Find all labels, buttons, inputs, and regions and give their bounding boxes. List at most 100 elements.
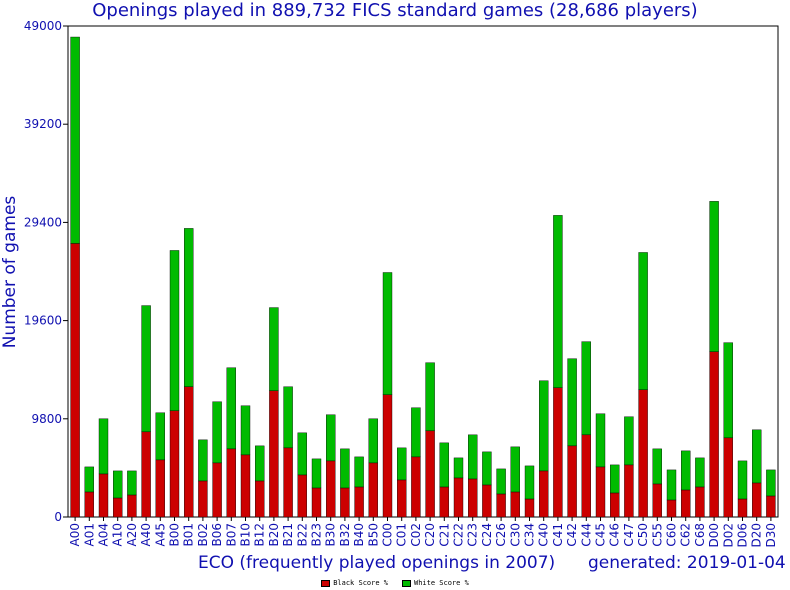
bar-white-score [212,401,222,464]
x-tick-label: A20 [125,523,139,546]
bar-black-score [382,394,393,518]
x-tick-label: C45 [594,523,608,547]
bar-black-score [269,390,279,518]
bar-white-score [439,442,449,488]
bar-white-score [425,362,435,432]
bar-white-score [254,445,265,482]
bar-white-score [240,405,251,456]
bar-white-score [382,272,393,395]
bar-black-score [183,386,194,518]
bar-black-score [70,243,80,518]
bar-white-score [610,464,620,494]
bar-black-score [425,430,435,518]
x-tick-label: B00 [168,523,182,547]
bar-black-score [297,474,307,518]
bar-black-score [595,466,606,518]
bar-black-score [411,456,421,518]
x-tick-label: D06 [736,523,750,548]
bar-black-score [610,492,620,518]
bar-black-score [652,483,662,518]
x-tick-label: B32 [338,523,352,547]
bar-white-score [70,36,80,244]
x-tick-label: B22 [295,523,309,547]
bar-white-score [198,439,208,482]
x-tick-label: A40 [139,523,153,546]
bar-white-score [453,457,464,479]
bar-white-score [468,434,478,480]
bar-white-score [681,450,691,491]
bar-white-score [567,358,577,447]
bar-black-score [524,498,535,518]
bar-black-score [84,491,95,518]
bar-white-score [183,228,194,387]
x-tick-label: B21 [281,523,295,547]
x-tick-label: A10 [111,523,125,546]
bar-white-score [155,412,166,461]
legend-item-white: White Score % [402,579,469,587]
bar-black-score [567,445,577,518]
bar-white-score [766,469,776,497]
y-tick-label: 0 [54,510,62,524]
x-tick-label: D02 [721,523,735,548]
bar-white-score [169,250,180,411]
x-tick-label: B10 [239,523,253,547]
generated-date: generated: 2019-01-04 [588,553,786,573]
x-tick-label: A45 [153,523,167,546]
bar-white-score [709,201,719,352]
bar-black-score [439,486,449,518]
bar-black-score [127,494,137,518]
bar-white-score [297,432,307,476]
bar-white-score [84,466,95,493]
legend-item-black: Black Score % [321,579,388,587]
x-tick-label: C41 [551,523,565,547]
bar-black-score [141,431,151,518]
bar-black-score [98,473,109,518]
bar-black-score [326,460,336,518]
bar-black-score [240,454,251,518]
x-tick-label: C34 [523,523,537,547]
x-tick-label: B30 [324,523,338,547]
x-tick-label: C46 [608,523,622,547]
x-tick-label: B50 [366,523,380,547]
bar-black-score [254,480,265,518]
x-tick-label: C24 [480,523,494,547]
bar-white-score [638,252,648,390]
x-tick-label: A04 [97,523,111,546]
x-tick-label: A00 [68,523,82,546]
bar-black-score [695,486,705,518]
bar-white-score [226,367,237,450]
bar-black-score [737,498,748,518]
x-tick-label: C00 [381,523,395,547]
x-tick-label: C20 [423,523,437,547]
x-tick-label: D30 [764,523,778,548]
bar-black-score [666,499,677,518]
x-tick-label: C62 [679,523,693,547]
bar-black-score [723,437,733,518]
bar-white-score [141,305,151,433]
y-axis-label: Number of games [0,195,20,349]
x-tick-label: B06 [210,523,224,547]
legend-swatch-black [321,579,331,587]
bar-white-score [752,429,762,484]
x-tick-label: B23 [310,523,324,547]
x-tick-label: C68 [693,523,707,547]
bar-white-score [695,457,705,488]
chart-title: Openings played in 889,732 FICS standard… [92,0,698,21]
bar-white-score [368,418,378,464]
bar-white-score [397,447,407,481]
legend-label-white: White Score % [414,579,469,587]
x-tick-label: C44 [579,523,593,547]
x-tick-label: C60 [665,523,679,547]
legend: Black Score % White Score % [0,579,790,587]
bar-white-score [269,307,279,391]
x-tick-label: D20 [750,523,764,548]
x-tick-label: C21 [437,523,451,547]
x-tick-label: C22 [452,523,466,547]
bar-black-score [766,495,776,518]
x-tick-label: C30 [508,523,522,547]
bar-black-score [539,470,549,518]
bar-white-score [326,414,336,462]
bar-black-score [709,351,719,518]
bar-black-score [510,491,520,518]
bar-black-score [212,462,222,518]
